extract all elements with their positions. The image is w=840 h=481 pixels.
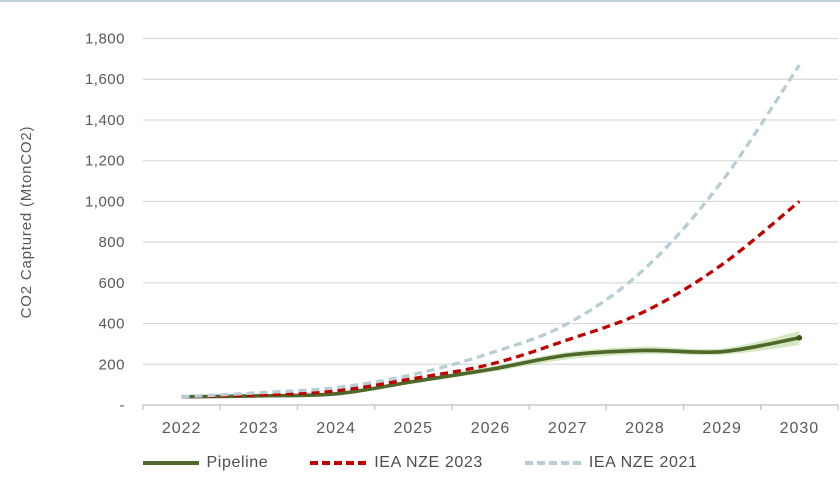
legend-item-iea-nze-2021: IEA NZE 2021 <box>524 454 698 472</box>
legend-label: Pipeline <box>206 454 269 471</box>
x-tick-label: 2024 <box>316 420 356 437</box>
legend-item-iea-nze-2023: IEA NZE 2023 <box>310 454 483 472</box>
x-tick-label: 2030 <box>780 420 820 437</box>
y-tick-label: 200 <box>98 356 125 373</box>
legend-marker-pipeline <box>142 461 199 465</box>
legend-label: IEA NZE 2023 <box>374 454 483 471</box>
y-tick-label: 1,800 <box>85 31 125 48</box>
x-tick-label: 2023 <box>239 420 279 437</box>
y-tick-label: 1,200 <box>85 153 125 170</box>
top-border-line <box>0 0 840 2</box>
series-endpoint-pipeline <box>796 335 803 341</box>
y-tick-label: 400 <box>98 316 125 333</box>
x-tick-label: 2028 <box>625 420 665 437</box>
chart-area: - 200 400 600 800 1,000 1,200 1,400 1,600 1,800 20… <box>18 31 839 438</box>
legend-marker-iea-nze-2021 <box>524 461 581 465</box>
series-line-pipeline <box>181 336 800 399</box>
series-line-iea-nze-2023 <box>181 200 801 399</box>
y-tick-label: 1,000 <box>85 193 125 210</box>
series-line-iea-nze-2021 <box>181 64 801 399</box>
y-tick-label: 1,600 <box>85 71 125 88</box>
axis-labels: - 200 400 600 800 1,000 1,200 1,400 1,600 1,800 20… <box>85 31 820 438</box>
x-tick-label: 2026 <box>471 420 511 437</box>
legend-marker-iea-nze-2023 <box>310 461 367 465</box>
y-tick-label: 600 <box>98 275 125 292</box>
series-lines <box>181 64 803 399</box>
x-tick-label: 2027 <box>548 420 588 437</box>
gridlines <box>143 37 838 365</box>
band-pipeline <box>181 331 800 398</box>
uncertainty-band <box>181 331 800 398</box>
x-tick-label: 2022 <box>162 420 202 437</box>
line-chart: - 200 400 600 800 1,000 1,200 1,400 1,600 1,800 20… <box>18 31 839 438</box>
legend-item-pipeline: Pipeline <box>142 454 269 472</box>
y-tick-label: 800 <box>98 234 125 251</box>
axes <box>142 404 839 410</box>
y-tick-label: 1,400 <box>85 112 125 129</box>
y-tick-label: - <box>120 397 126 414</box>
legend-label: IEA NZE 2021 <box>588 454 698 471</box>
x-tick-label: 2025 <box>393 420 433 437</box>
legend: Pipeline IEA NZE 2023 IEA NZE 2021 <box>0 449 840 477</box>
y-axis-title: CO2 Captured (MtonCO2) <box>18 126 35 319</box>
x-tick-label: 2029 <box>702 420 742 437</box>
